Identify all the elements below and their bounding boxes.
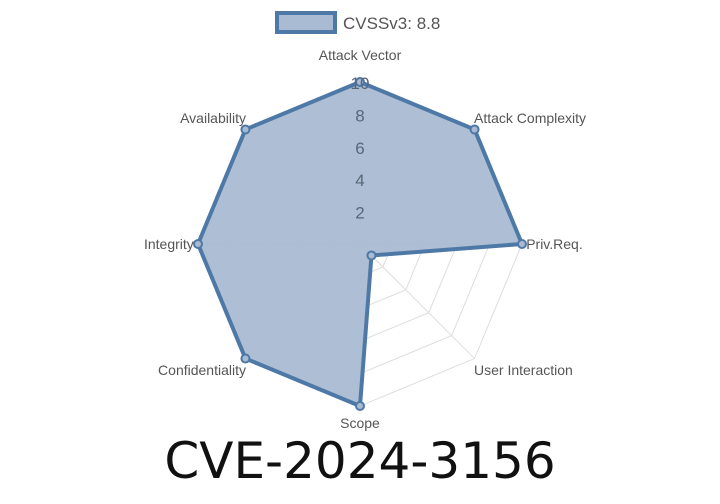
tick-label: 2	[355, 204, 364, 223]
data-point	[240, 353, 251, 364]
tick-label: 10	[351, 74, 370, 93]
axis-label: User Interaction	[474, 362, 573, 378]
grid-spoke	[359, 243, 475, 359]
legend-swatch	[275, 11, 337, 34]
tick-label: 6	[355, 139, 364, 158]
data-point	[469, 124, 480, 135]
axis-label: Attack Complexity	[474, 110, 586, 126]
axis-label: Integrity	[144, 236, 194, 252]
axis-label: Availability	[180, 110, 246, 126]
data-point	[366, 250, 377, 261]
data-point	[355, 401, 365, 411]
tick-label: 8	[355, 106, 364, 125]
chart-title: CVE-2024-3156	[164, 432, 556, 490]
axis-label: Attack Vector	[319, 47, 402, 63]
axis-label: Confidentiality	[158, 362, 246, 378]
data-point	[517, 239, 527, 249]
tick-label: 4	[355, 171, 364, 190]
axis-label: Scope	[340, 415, 380, 431]
legend-label: CVSSv3: 8.8	[343, 14, 440, 33]
axis-label: Priv.Req.	[526, 236, 583, 252]
data-point	[240, 124, 251, 135]
data-point	[193, 239, 203, 249]
data-point	[355, 77, 365, 87]
